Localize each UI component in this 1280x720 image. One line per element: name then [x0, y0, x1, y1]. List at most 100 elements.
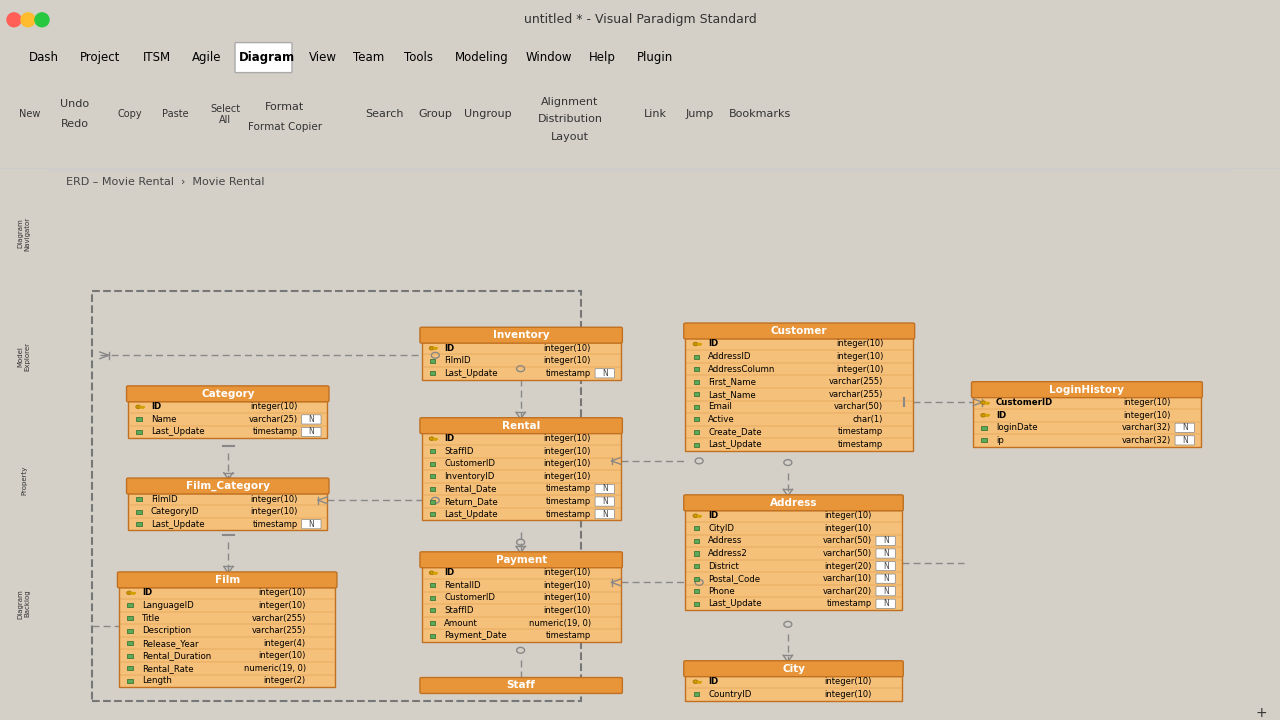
- Text: varchar(32): varchar(32): [1121, 423, 1171, 432]
- FancyBboxPatch shape: [137, 418, 142, 421]
- Text: N: N: [602, 510, 608, 518]
- Text: InventoryID: InventoryID: [444, 472, 495, 481]
- FancyBboxPatch shape: [137, 497, 142, 501]
- FancyBboxPatch shape: [430, 487, 435, 491]
- Text: FilmID: FilmID: [444, 356, 471, 365]
- Text: RentalID: RentalID: [444, 581, 481, 590]
- Text: varchar(255): varchar(255): [829, 390, 883, 399]
- Text: CityID: CityID: [708, 524, 735, 533]
- Text: integer(10): integer(10): [259, 601, 306, 610]
- Text: integer(20): integer(20): [824, 562, 872, 570]
- Text: timestamp: timestamp: [545, 510, 591, 518]
- Text: ID: ID: [708, 678, 718, 686]
- Text: N: N: [308, 415, 314, 424]
- FancyBboxPatch shape: [302, 428, 321, 436]
- Text: Tools: Tools: [404, 51, 433, 64]
- Text: timestamp: timestamp: [827, 599, 872, 608]
- Text: N: N: [883, 574, 888, 583]
- Text: timestamp: timestamp: [545, 369, 591, 378]
- FancyBboxPatch shape: [694, 379, 699, 384]
- Text: Alignment: Alignment: [541, 97, 599, 107]
- Circle shape: [694, 343, 696, 345]
- Circle shape: [429, 346, 434, 350]
- Text: Customer: Customer: [771, 326, 827, 336]
- Text: Dash: Dash: [29, 51, 59, 64]
- Text: Window: Window: [526, 51, 572, 64]
- Text: Postal_Code: Postal_Code: [708, 574, 760, 583]
- FancyBboxPatch shape: [430, 372, 435, 375]
- Text: N: N: [602, 497, 608, 506]
- Circle shape: [430, 438, 433, 439]
- Text: Search: Search: [366, 109, 404, 120]
- FancyBboxPatch shape: [127, 616, 133, 620]
- Text: integer(10): integer(10): [824, 690, 872, 699]
- Text: varchar(50): varchar(50): [823, 549, 872, 558]
- Text: Payment: Payment: [495, 555, 547, 564]
- FancyBboxPatch shape: [684, 495, 904, 510]
- FancyBboxPatch shape: [420, 327, 622, 343]
- Text: Rental: Rental: [502, 420, 540, 431]
- Text: N: N: [308, 428, 314, 436]
- Text: Return_Date: Return_Date: [444, 497, 498, 506]
- Text: timestamp: timestamp: [545, 497, 591, 506]
- Text: New: New: [19, 109, 41, 120]
- Text: StaffID: StaffID: [444, 606, 474, 615]
- Text: ID: ID: [444, 434, 454, 444]
- Text: integer(10): integer(10): [1124, 398, 1171, 407]
- Text: Rental_Date: Rental_Date: [444, 485, 497, 493]
- Text: StaffID: StaffID: [444, 446, 474, 456]
- FancyBboxPatch shape: [694, 443, 699, 446]
- FancyBboxPatch shape: [430, 462, 435, 466]
- Text: Release_Year: Release_Year: [142, 639, 198, 648]
- Text: varchar(25): varchar(25): [248, 415, 298, 424]
- FancyBboxPatch shape: [127, 666, 133, 670]
- FancyBboxPatch shape: [973, 397, 1201, 446]
- Text: CountryID: CountryID: [708, 690, 751, 699]
- Circle shape: [692, 342, 698, 346]
- FancyBboxPatch shape: [127, 679, 133, 683]
- Text: N: N: [602, 369, 608, 378]
- Text: Address: Address: [769, 498, 817, 508]
- FancyBboxPatch shape: [302, 520, 321, 528]
- Text: LanguageID: LanguageID: [142, 601, 193, 610]
- FancyBboxPatch shape: [595, 369, 614, 378]
- Text: Model
Explorer: Model Explorer: [18, 343, 31, 372]
- Text: timestamp: timestamp: [252, 520, 298, 528]
- Text: ID: ID: [444, 343, 454, 353]
- Text: FilmID: FilmID: [151, 495, 178, 503]
- FancyBboxPatch shape: [430, 608, 435, 613]
- Circle shape: [694, 515, 696, 517]
- FancyBboxPatch shape: [128, 492, 328, 531]
- FancyBboxPatch shape: [137, 430, 142, 434]
- Text: Paste: Paste: [161, 109, 188, 120]
- Text: ID: ID: [151, 402, 161, 411]
- Text: integer(10): integer(10): [544, 343, 591, 353]
- Text: Active: Active: [708, 415, 735, 424]
- Text: Project: Project: [81, 51, 120, 64]
- FancyBboxPatch shape: [684, 661, 904, 677]
- Text: ID: ID: [708, 511, 718, 521]
- FancyBboxPatch shape: [127, 386, 329, 402]
- FancyBboxPatch shape: [420, 678, 622, 693]
- FancyBboxPatch shape: [686, 510, 901, 610]
- Text: ip: ip: [996, 436, 1004, 445]
- Text: First_Name: First_Name: [708, 377, 756, 386]
- Text: Ungroup: Ungroup: [465, 109, 512, 120]
- Circle shape: [692, 514, 698, 518]
- FancyBboxPatch shape: [430, 596, 435, 600]
- Text: Help: Help: [589, 51, 616, 64]
- FancyBboxPatch shape: [982, 438, 987, 442]
- FancyBboxPatch shape: [430, 634, 435, 638]
- Text: Last_Update: Last_Update: [444, 510, 498, 518]
- FancyBboxPatch shape: [430, 474, 435, 478]
- Text: char(1): char(1): [852, 415, 883, 424]
- Text: N: N: [883, 549, 888, 558]
- Text: N: N: [883, 562, 888, 570]
- FancyBboxPatch shape: [876, 574, 895, 583]
- Text: Last_Update: Last_Update: [151, 428, 205, 436]
- Text: Last_Name: Last_Name: [708, 390, 756, 399]
- Text: Team: Team: [353, 51, 384, 64]
- FancyBboxPatch shape: [694, 602, 699, 606]
- Text: integer(4): integer(4): [264, 639, 306, 648]
- Text: Address2: Address2: [708, 549, 748, 558]
